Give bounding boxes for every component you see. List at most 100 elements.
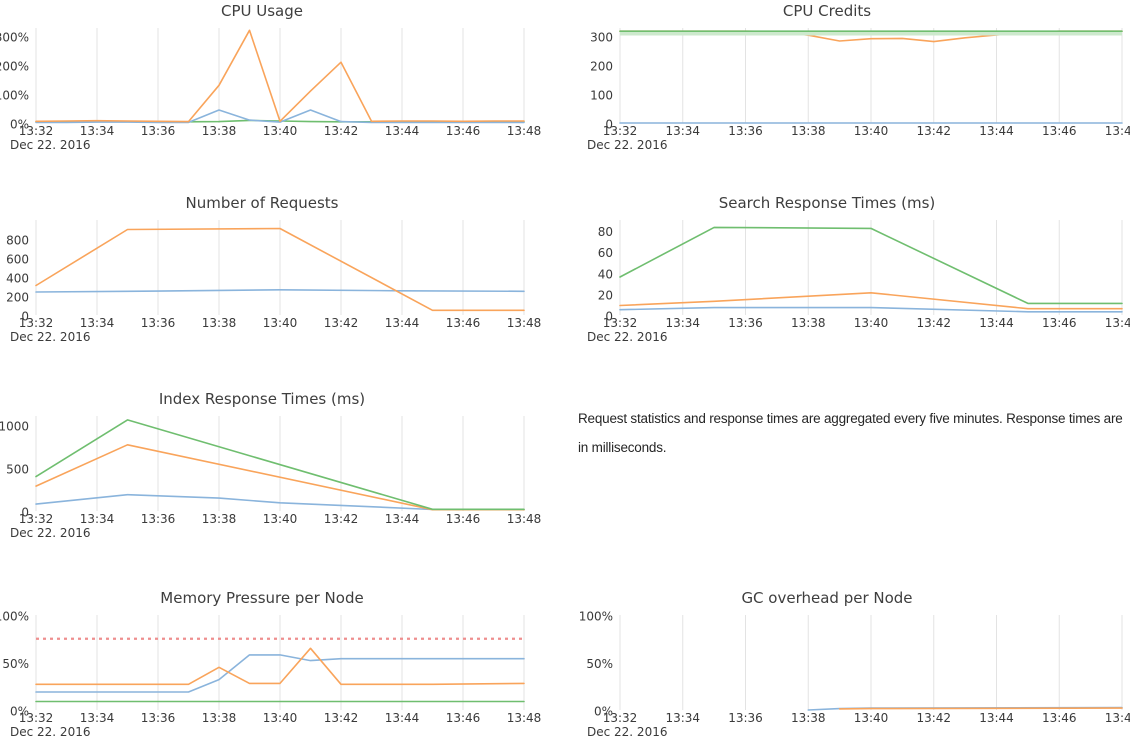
x-axis-tick-label: 13:40 [854,124,889,138]
series-line-green [35,419,525,511]
y-axis-tick-label: 0 [605,118,613,132]
x-axis-date-label: Dec 22. 2016 [10,526,90,540]
x-axis-tick-label: 13:32 [603,711,638,725]
y-axis-tick-label: 200 [590,60,613,74]
x-axis-tick-label: 13:40 [263,124,298,138]
y-axis-tick-label: 100% [0,89,29,103]
x-axis-tick-label: 13:48 [507,124,542,138]
search-response-times-plot: 0 20 40 60 80 13:32 13:34 13:36 13:38 13:40 13:42 1… [587,220,1130,344]
chart-title-number-of-requests: Number of Requests [185,194,339,212]
index-response-times-plot: 0 500 1000 13:32 13:34 13:36 13:38 13:40 13:42 13… [0,416,541,540]
x-axis-tick-label: 13:44 [385,711,420,725]
x-axis-tick-label: 13:38 [791,316,826,330]
x-axis-tick-label: 13:42 [324,316,359,330]
x-axis-tick-label: 13:36 [728,711,763,725]
y-axis-tick-label: 80 [598,225,613,239]
y-axis-tick-label: 1000 [0,420,29,434]
x-axis-tick-label: 13:44 [385,124,420,138]
x-axis-tick-label: 13:42 [916,124,951,138]
x-axis-tick-label: 13:36 [141,124,176,138]
chart-title-search-response-times: Search Response Times (ms) [718,194,936,212]
x-axis-tick-label: 13:36 [141,711,176,725]
x-axis-tick-label: 13:40 [263,316,298,330]
x-axis-date-label: Dec 22. 2016 [587,725,667,739]
chart-cpu-usage: 0% 100% 200% 300% 13:32 13:34 13:36 13:38 13:40 1… [0,0,565,160]
chart-memory-pressure: 0% 50% 100% 13:32 13:34 13:36 13:38 13:40 13:42 1… [0,587,565,741]
y-axis-tick-label: 100% [579,610,613,624]
y-axis-tick-label: 0% [10,705,29,719]
x-axis-tick-label: 13:42 [324,711,359,725]
series-line-green [619,226,1123,305]
aggregation-note-text: Request statistics and response times ar… [578,411,1123,455]
chart-search-response-times: 0 20 40 60 80 13:32 13:34 13:36 13:38 13:40 13:42 1… [565,192,1130,352]
chart-title-cpu-credits: CPU Credits [782,2,872,20]
x-axis-tick-label: 13:34 [665,711,700,725]
x-axis-tick-label: 13:32 [19,711,54,725]
chart-title-gc-overhead: GC overhead per Node [741,589,913,607]
x-axis-date-label: Dec 22. 2016 [10,330,90,344]
y-axis-tick-label: 300% [0,31,29,45]
y-axis-tick-label: 60 [598,246,613,260]
x-axis-tick-label: 13:34 [80,124,115,138]
x-axis-tick-label: 13:46 [446,124,481,138]
x-axis-tick-label: 13:38 [791,124,826,138]
x-axis-tick-label: 13:36 [141,512,176,526]
series-line-orange [35,29,525,123]
x-axis-tick-label: 13:34 [665,316,700,330]
y-axis-tick-label: 300 [590,31,613,45]
x-axis-tick-label: 13:44 [385,512,420,526]
x-axis-tick-label: 13:40 [263,711,298,725]
x-axis-tick-label: 13:38 [202,316,237,330]
y-axis-tick-label: 20 [598,288,613,302]
x-axis-tick-label: 13:38 [202,512,237,526]
y-axis-tick-label: 500 [6,463,29,477]
series-line-blue [35,654,525,693]
y-axis-tick-label: 600 [6,253,29,267]
x-axis-tick-label: 13:48 [507,316,542,330]
series-line-orange [838,707,1123,710]
x-axis-tick-label: 13:34 [80,711,115,725]
x-axis-date-label: Dec 22. 2016 [10,725,90,739]
x-axis-tick-label: 13:32 [19,316,54,330]
x-axis-tick-label: 13:32 [19,512,54,526]
number-of-requests-plot: 0 200 400 600 800 13:32 13:34 13:36 13:38 13:40 13… [6,220,542,344]
x-axis-tick-label: 13:32 [603,316,638,330]
x-axis-tick-label: 13:42 [324,124,359,138]
memory-pressure-plot: 0% 50% 100% 13:32 13:34 13:36 13:38 13:40 13:42 1… [0,610,542,740]
x-axis-tick-label: 13:42 [916,711,951,725]
x-axis-tick-label: 13:48 [507,711,542,725]
x-axis-tick-label: 13:34 [80,316,115,330]
chart-index-response-times: 0 500 1000 13:32 13:34 13:36 13:38 13:40 13:42 13… [0,388,565,548]
cpu-usage-plot: 0% 100% 200% 300% 13:32 13:34 13:36 13:38 13:40 1… [0,28,542,152]
series-line-blue [619,306,1123,313]
x-axis-tick-label: 13:38 [791,711,826,725]
chart-number-of-requests: 0 200 400 600 800 13:32 13:34 13:36 13:38 13:40 13… [0,192,565,352]
x-axis-tick-label: 13:40 [854,711,889,725]
gc-overhead-plot: 0% 50% 100% 13:32 13:34 13:36 13:38 13:40 13:42 1… [579,610,1130,740]
x-axis-tick-label: 13:44 [979,711,1014,725]
x-axis-tick-label: 13:36 [728,316,763,330]
x-axis-tick-label: 13:46 [446,316,481,330]
x-axis-tick-label: 13:44 [385,316,420,330]
x-axis-tick-label: 13:34 [665,124,700,138]
x-axis-tick-label: 13:48 [1105,124,1130,138]
cpu-credits-plot: 0 100 200 300 13:32 13:34 13:36 13:38 13:40 13:42… [587,28,1130,152]
x-axis-tick-label: 13:32 [19,124,54,138]
x-axis-tick-label: 13:44 [979,316,1014,330]
x-axis-tick-label: 13:40 [263,512,298,526]
x-axis-tick-label: 13:38 [202,711,237,725]
x-axis-tick-label: 13:36 [141,316,176,330]
y-axis-tick-label: 100 [590,89,613,103]
chart-title-cpu-usage: CPU Usage [220,2,303,20]
chart-cpu-credits: 0 100 200 300 13:32 13:34 13:36 13:38 13:40 13:42… [565,0,1130,160]
x-axis-tick-label: 13:34 [80,512,115,526]
x-axis-tick-label: 13:48 [1105,711,1130,725]
series-line-orange [35,227,525,312]
x-axis-tick-label: 13:40 [854,316,889,330]
x-axis-tick-label: 13:48 [1105,316,1130,330]
y-axis-tick-label: 50% [586,657,613,671]
x-axis-tick-label: 13:44 [979,124,1014,138]
y-axis-tick-label: 0% [594,705,613,719]
y-axis-tick-label: 800 [6,234,29,248]
